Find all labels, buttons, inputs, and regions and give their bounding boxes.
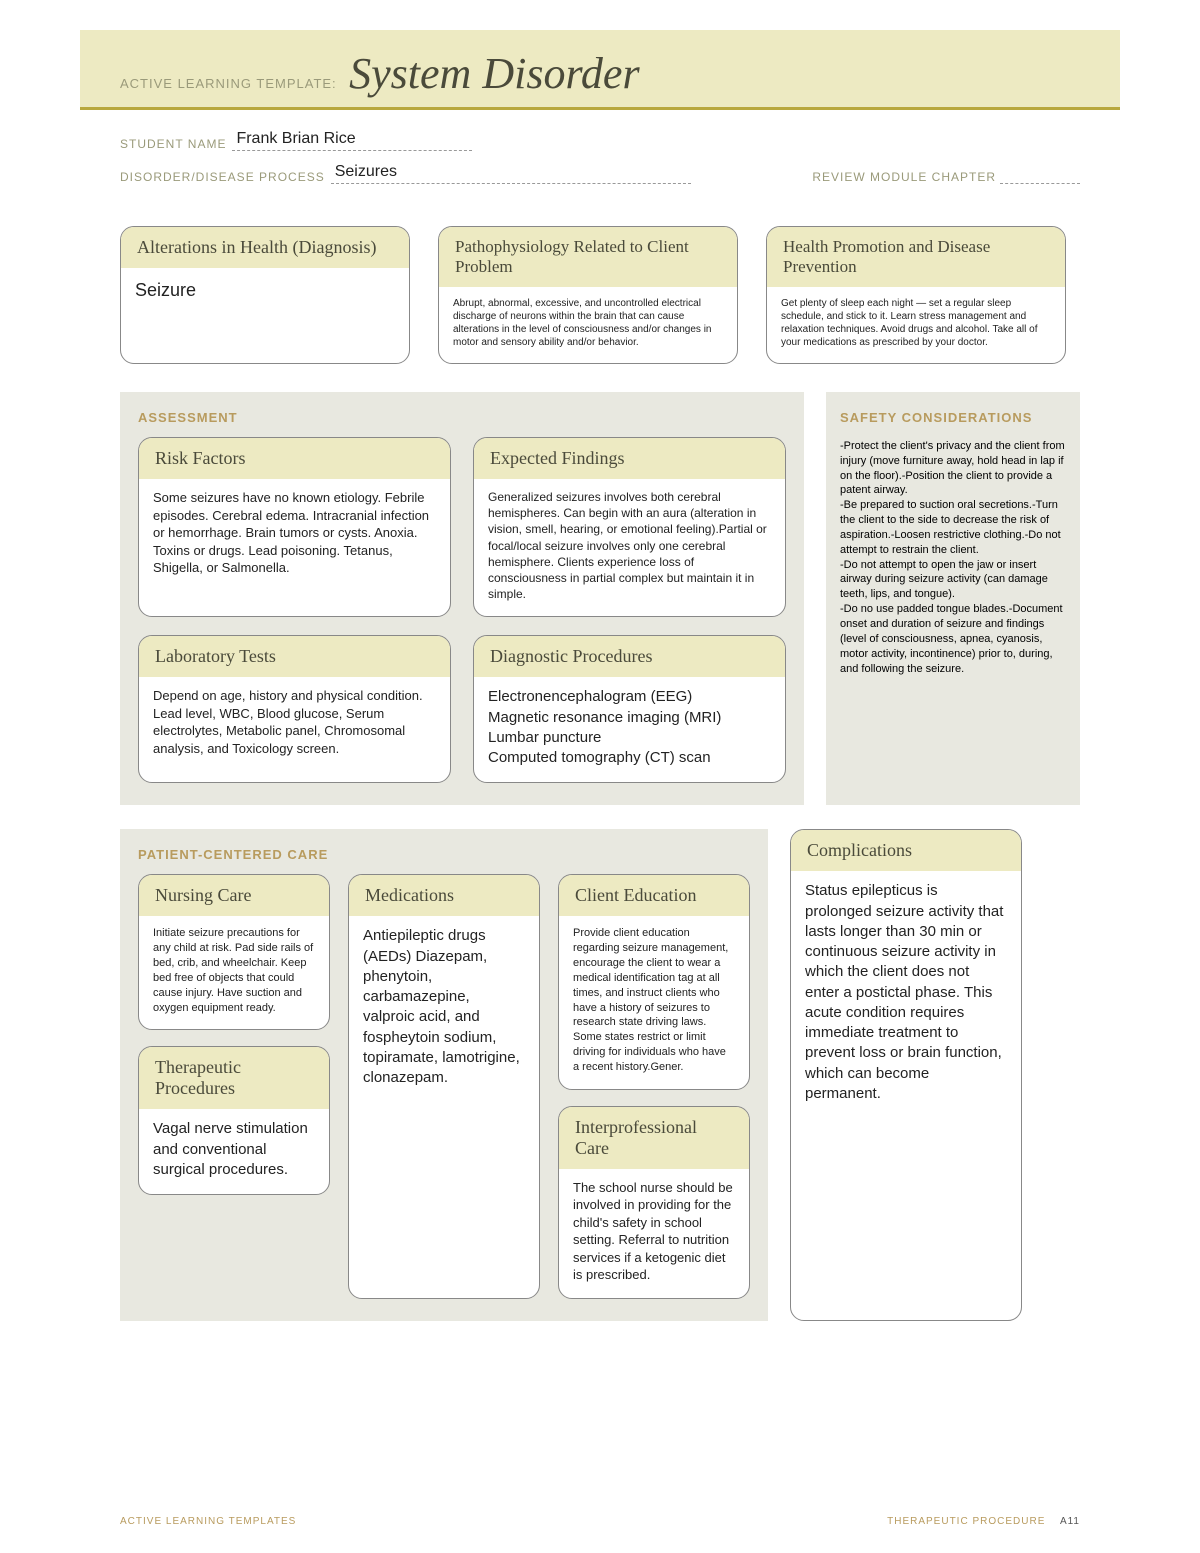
- safety-title: SAFETY CONSIDERATIONS: [840, 410, 1066, 427]
- patient-centered-care-section: PATIENT-CENTERED CARE Nursing Care Initi…: [120, 829, 768, 1321]
- pcc-col-3: Client Education Provide client educatio…: [558, 874, 750, 1299]
- page-root: ACTIVE LEARNING TEMPLATE: System Disorde…: [80, 0, 1120, 1321]
- top-row: Alterations in Health (Diagnosis) Seizur…: [120, 226, 1080, 364]
- footer-right: THERAPEUTIC PROCEDURE A11: [887, 1516, 1080, 1527]
- header-band: ACTIVE LEARNING TEMPLATE: System Disorde…: [80, 30, 1120, 110]
- review-chapter: REVIEW MODULE CHAPTER: [812, 170, 1080, 184]
- nursing-care-body: Initiate seizure precautions for any chi…: [139, 916, 329, 1029]
- medications-body: Antiepileptic drugs (AEDs) Diazepam, phe…: [349, 916, 539, 1102]
- diagnostic-procedures-box: Diagnostic Procedures Electronencephalog…: [473, 635, 786, 783]
- pcc-col-1: Nursing Care Initiate seizure precaution…: [138, 874, 330, 1299]
- alterations-body: Seizure: [121, 268, 409, 316]
- safety-section: SAFETY CONSIDERATIONS -Protect the clien…: [826, 392, 1080, 805]
- assessment-section: ASSESSMENT Risk Factors Some seizures ha…: [120, 392, 804, 805]
- footer-right-text: THERAPEUTIC PROCEDURE: [887, 1516, 1045, 1527]
- risk-factors-title: Risk Factors: [139, 438, 450, 479]
- diagnostic-procedures-body: Electronencephalogram (EEG) Magnetic res…: [474, 677, 785, 782]
- pcc-col-2: Medications Antiepileptic drugs (AEDs) D…: [348, 874, 540, 1299]
- safety-body: -Protect the client's privacy and the cl…: [840, 439, 1066, 677]
- therapeutic-procedures-body: Vagal nerve stimulation and conventional…: [139, 1109, 329, 1194]
- assessment-row-1: Risk Factors Some seizures have no known…: [138, 437, 786, 617]
- pcc-grid: Nursing Care Initiate seizure precaution…: [138, 874, 750, 1299]
- template-label: ACTIVE LEARNING TEMPLATE:: [120, 76, 337, 91]
- pcc-title: PATIENT-CENTERED CARE: [138, 847, 750, 862]
- therapeutic-procedures-box: Therapeutic Procedures Vagal nerve stimu…: [138, 1046, 330, 1195]
- lab-tests-box: Laboratory Tests Depend on age, history …: [138, 635, 451, 783]
- review-blank: [1000, 170, 1080, 184]
- student-name-label: STUDENT NAME: [120, 137, 226, 151]
- info-section: STUDENT NAME Frank Brian Rice DISORDER/D…: [80, 110, 1120, 206]
- client-education-box: Client Education Provide client educatio…: [558, 874, 750, 1089]
- complications-body: Status epilepticus is prolonged seizure …: [791, 871, 1021, 1118]
- interprofessional-care-box: Interprofessional Care The school nurse …: [558, 1106, 750, 1299]
- expected-findings-box: Expected Findings Generalized seizures i…: [473, 437, 786, 617]
- alterations-title: Alterations in Health (Diagnosis): [121, 227, 409, 268]
- assessment-title: ASSESSMENT: [138, 410, 786, 425]
- nursing-care-title: Nursing Care: [139, 875, 329, 916]
- nursing-care-box: Nursing Care Initiate seizure precaution…: [138, 874, 330, 1030]
- template-title: System Disorder: [349, 49, 639, 98]
- pcc-wrap: PATIENT-CENTERED CARE Nursing Care Initi…: [120, 829, 1080, 1321]
- alterations-box: Alterations in Health (Diagnosis) Seizur…: [120, 226, 410, 364]
- risk-factors-box: Risk Factors Some seizures have no known…: [138, 437, 451, 617]
- therapeutic-procedures-title: Therapeutic Procedures: [139, 1047, 329, 1109]
- expected-findings-body: Generalized seizures involves both cereb…: [474, 479, 785, 616]
- complications-title: Complications: [791, 830, 1021, 871]
- lab-tests-title: Laboratory Tests: [139, 636, 450, 677]
- health-promotion-title: Health Promotion and Disease Prevention: [767, 227, 1065, 287]
- assessment-row-2: Laboratory Tests Depend on age, history …: [138, 635, 786, 783]
- review-label: REVIEW MODULE CHAPTER: [812, 170, 996, 184]
- lab-tests-body: Depend on age, history and physical cond…: [139, 677, 450, 771]
- footer-page: A11: [1060, 1516, 1080, 1527]
- expected-findings-title: Expected Findings: [474, 438, 785, 479]
- diagnostic-procedures-title: Diagnostic Procedures: [474, 636, 785, 677]
- disorder-label: DISORDER/DISEASE PROCESS: [120, 170, 325, 184]
- medications-title: Medications: [349, 875, 539, 916]
- health-promotion-box: Health Promotion and Disease Prevention …: [766, 226, 1066, 364]
- student-row: STUDENT NAME Frank Brian Rice: [120, 130, 1080, 151]
- footer: ACTIVE LEARNING TEMPLATES THERAPEUTIC PR…: [0, 1516, 1200, 1527]
- assessment-wrap: ASSESSMENT Risk Factors Some seizures ha…: [120, 392, 1080, 805]
- health-promotion-body: Get plenty of sleep each night — set a r…: [767, 287, 1065, 363]
- complications-column: Complications Status epilepticus is prol…: [790, 829, 1022, 1321]
- pathophysiology-box: Pathophysiology Related to Client Proble…: [438, 226, 738, 364]
- client-education-body: Provide client education regarding seizu…: [559, 916, 749, 1088]
- risk-factors-body: Some seizures have no known etiology. Fe…: [139, 479, 450, 591]
- content-area: Alterations in Health (Diagnosis) Seizur…: [80, 206, 1120, 1321]
- disorder-value: Seizures: [331, 163, 691, 184]
- client-education-title: Client Education: [559, 875, 749, 916]
- interprofessional-care-title: Interprofessional Care: [559, 1107, 749, 1169]
- interprofessional-care-body: The school nurse should be involved in p…: [559, 1169, 749, 1298]
- disorder-row: DISORDER/DISEASE PROCESS Seizures REVIEW…: [120, 163, 1080, 184]
- complications-box: Complications Status epilepticus is prol…: [790, 829, 1022, 1321]
- medications-box: Medications Antiepileptic drugs (AEDs) D…: [348, 874, 540, 1299]
- pathophysiology-body: Abrupt, abnormal, excessive, and uncontr…: [439, 287, 737, 363]
- pathophysiology-title: Pathophysiology Related to Client Proble…: [439, 227, 737, 287]
- student-name-value: Frank Brian Rice: [232, 130, 472, 151]
- footer-left: ACTIVE LEARNING TEMPLATES: [120, 1516, 296, 1527]
